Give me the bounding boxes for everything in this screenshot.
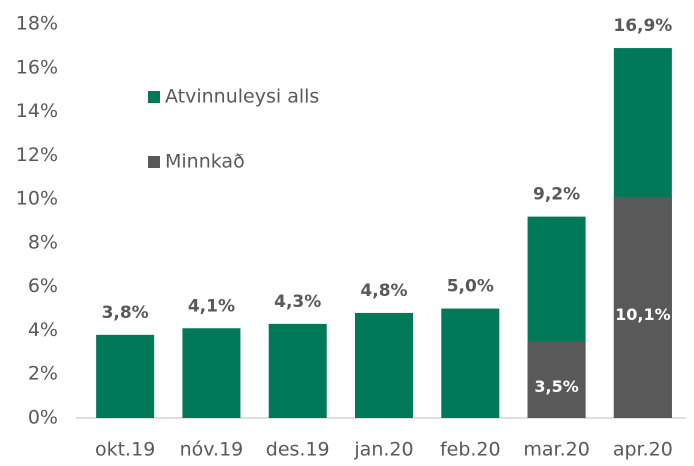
y-tick-label: 16%: [16, 56, 58, 78]
x-tick-label: mar.20: [523, 439, 589, 461]
y-tick-label: 14%: [16, 100, 58, 122]
bar: [355, 312, 413, 418]
value-label: 5,0%: [447, 277, 494, 297]
legend-swatch: [148, 156, 160, 168]
y-tick-label: 6%: [28, 275, 58, 297]
y-tick-label: 12%: [16, 144, 58, 166]
y-tick-label: 0%: [28, 407, 58, 429]
bar: [96, 334, 155, 418]
x-tick-label: apr.20: [613, 439, 673, 461]
bar: [441, 308, 500, 418]
y-tick-label: 8%: [28, 231, 58, 253]
y-tick-label: 18%: [16, 13, 58, 35]
bar: [613, 196, 672, 418]
value-label: 4,1%: [188, 296, 235, 316]
legend-label: Atvinnuleysi alls: [165, 86, 319, 108]
value-label: 3,8%: [102, 303, 149, 323]
legend-swatch: [148, 91, 160, 103]
value-label: 9,2%: [533, 185, 580, 205]
value-label: 4,3%: [274, 292, 321, 312]
bar: [527, 341, 586, 418]
value-label: 16,9%: [613, 16, 672, 36]
y-tick-label: 2%: [28, 363, 58, 385]
value-label: 3,5%: [534, 377, 578, 396]
y-tick-label: 4%: [28, 319, 58, 341]
x-tick-label: okt.19: [95, 439, 155, 461]
legend-label: Minnkað: [165, 151, 245, 173]
y-tick-label: 10%: [16, 188, 58, 210]
x-tick-label: jan.20: [353, 439, 413, 461]
value-label: 4,8%: [360, 281, 407, 301]
x-tick-label: feb.20: [440, 439, 501, 461]
bar: [182, 328, 241, 418]
x-tick-label: nóv.19: [180, 439, 244, 461]
x-tick-label: des.19: [266, 439, 330, 461]
bar: [268, 323, 327, 418]
value-label: 10,1%: [615, 305, 671, 324]
